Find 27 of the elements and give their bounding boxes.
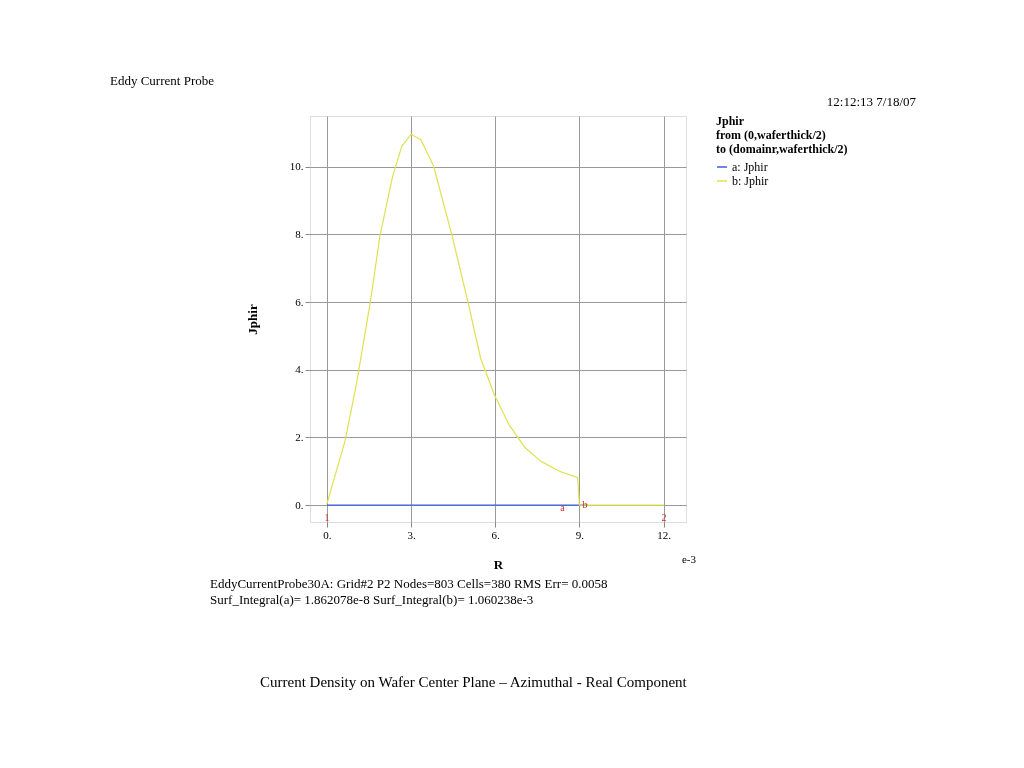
- x-tick-label: 3.: [407, 528, 416, 541]
- y-tick-label: 6.: [295, 295, 304, 308]
- legend-title: Jphir from (0,waferthick/2) to (domainr,waferthick/2): [716, 114, 848, 156]
- x-axis-title: R: [493, 556, 504, 572]
- y-tick-label: 0.: [295, 498, 304, 511]
- legend-label: a: Jphir: [732, 160, 768, 174]
- y-tick-label: 10.: [289, 160, 304, 173]
- text: 12:12:13 7/18/07: [826, 94, 917, 109]
- annotation: b: [582, 499, 588, 511]
- text: Eddy Current Probe: [110, 73, 215, 88]
- annotation: a: [560, 502, 566, 514]
- annotation: 1: [324, 512, 330, 523]
- annotation: 2: [661, 512, 667, 523]
- text: Current Density on Wafer Center Plane – Azimuthal - Real Component: [260, 674, 688, 690]
- y-tick-label: 8.: [295, 227, 304, 240]
- y-tick-label: 2.: [295, 430, 304, 443]
- text: Surf_Integral(a)= 1.862078e-8 Surf_Integral(b)= 1.060238e-3: [210, 592, 534, 607]
- x-tick-label: 9.: [575, 528, 585, 541]
- legend-label: b: Jphir: [732, 174, 769, 188]
- y-tick-label: 4.: [295, 363, 304, 376]
- x-tick-label: 12.: [657, 528, 672, 541]
- x-tick-label: 6.: [491, 528, 501, 541]
- x-tick-label: 0.: [323, 528, 332, 541]
- line-series: [326, 133, 665, 506]
- text: EddyCurrentProbe30A: Grid#2 P2 Nodes=803 Cells=380 RMS Err= 0.0058: [210, 576, 608, 591]
- y-axis-title: Jphir: [244, 304, 260, 335]
- text: e-3: [681, 553, 697, 565]
